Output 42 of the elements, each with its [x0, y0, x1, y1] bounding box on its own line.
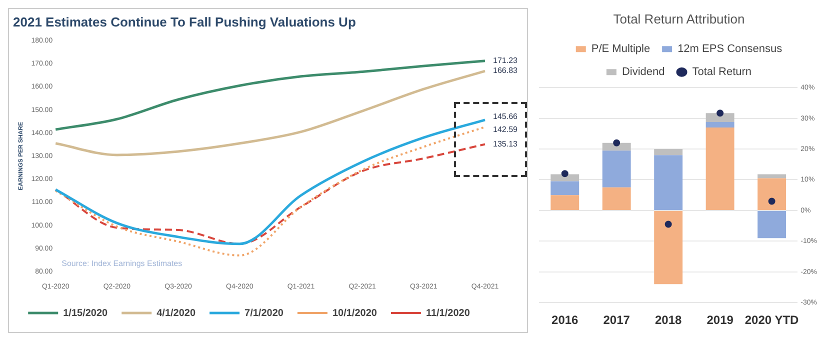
bar — [758, 178, 786, 210]
data-label: 135.13 — [493, 139, 518, 148]
x-tick-label: 2017 — [603, 313, 630, 328]
chart-title: Total Return Attribution — [613, 11, 745, 26]
point — [716, 110, 724, 117]
legend-label: 4/1/2020 — [156, 308, 196, 319]
bar — [550, 174, 580, 182]
legend-label: 1/15/2020 — [63, 308, 108, 319]
bar — [602, 150, 631, 188]
bar — [758, 174, 786, 178]
bar — [654, 210, 683, 284]
annotation: Source: Index Earnings Estimates — [62, 258, 182, 268]
legend-label: 11/1/2020 — [426, 308, 470, 319]
x-tick-label: 2019 — [706, 313, 734, 328]
chart-title: 2021 Estimates Continue To Fall Pushing Valuations Up — [13, 14, 356, 30]
bar — [706, 113, 734, 122]
bar — [706, 122, 734, 128]
bar — [758, 210, 786, 238]
bar — [706, 128, 734, 210]
legend-label: 10/1/2020 — [332, 308, 378, 319]
line-series — [54, 60, 486, 131]
legend-label: 12m EPS Consensus — [678, 43, 783, 56]
point — [768, 198, 776, 205]
line-series — [54, 70, 486, 156]
data-label: 166.83 — [493, 66, 518, 76]
x-tick-label: 2020 YTD — [744, 313, 800, 328]
data-label: 145.66 — [493, 112, 518, 122]
x-tick-label: 2016 — [552, 313, 579, 328]
legend-label: Total Return — [692, 66, 752, 78]
point — [664, 220, 672, 228]
bar — [550, 195, 580, 210]
x-tick-label: 2018 — [654, 313, 682, 328]
data-label: 142.59 — [493, 125, 518, 134]
data-label: 171.23 — [493, 56, 518, 66]
bar — [602, 187, 631, 210]
point — [561, 170, 568, 178]
legend-label: P/E Multiple — [591, 43, 650, 56]
legend-label: Dividend — [622, 66, 665, 78]
bar — [654, 155, 683, 210]
legend-label: 7/1/2020 — [244, 308, 284, 319]
bar — [550, 181, 580, 196]
bar — [654, 149, 683, 156]
